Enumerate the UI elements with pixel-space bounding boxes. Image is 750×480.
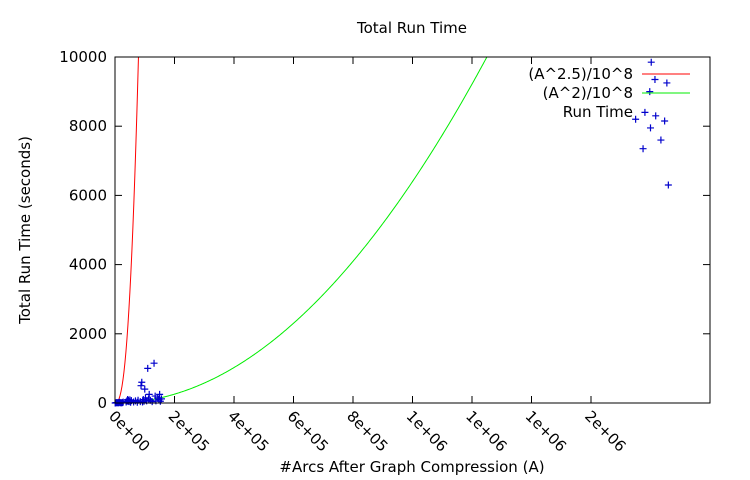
run-time-point-53 [651, 75, 659, 83]
run-time-point-26 [137, 382, 145, 390]
x-tick-label-4: 8e+05 [343, 407, 391, 455]
legend-label-2: Run Time [563, 103, 633, 121]
y-tick-label-4: 8000 [69, 117, 107, 135]
run-time-point-51 [647, 124, 654, 132]
y-tick-label-1: 2000 [69, 325, 107, 343]
run-time-point-54 [652, 112, 660, 120]
run-time-point-38 [148, 398, 156, 406]
run-time-point-56 [661, 117, 669, 125]
run-time-point-50 [646, 88, 654, 96]
x-tick-label-5: 1e+06 [403, 407, 451, 455]
run-time-point-48 [639, 145, 647, 153]
y-axis-ticks: 0 2000 4000 6000 8000 10000 [59, 48, 710, 412]
legend-label-1: (A^2)/10^8 [543, 84, 633, 102]
y-axis-label: Total Run Time (seconds) [16, 136, 34, 325]
x-tick-label-8: 2e+06 [581, 407, 629, 455]
run-time-point-27 [138, 378, 146, 386]
legend-label-0: (A^2.5)/10^8 [528, 65, 633, 83]
y-tick-label-0: 0 [97, 394, 107, 412]
run-time-point-34 [144, 364, 152, 372]
x-tick-label-7: 1e+06 [522, 407, 570, 455]
x-axis-ticks: 0e+00 2e+05 4e+05 6e+05 8e+05 1e+06 1e+06 1e+06… [105, 57, 630, 455]
run-time-point-39 [150, 359, 158, 367]
x-tick-label-3: 6e+05 [284, 407, 332, 455]
x-tick-label-0: 0e+00 [105, 407, 153, 455]
x-axis-label: #Arcs After Graph Compression (A) [279, 458, 544, 476]
run-time-point-49 [641, 108, 649, 116]
curve-0 [114, 56, 139, 404]
run-time-point-57 [663, 79, 671, 87]
run-time-point-31 [141, 385, 149, 393]
run-time-points [111, 58, 672, 407]
curve-1 [115, 56, 488, 404]
run-time-point-58 [664, 181, 672, 189]
x-tick-label-2: 4e+05 [224, 407, 272, 455]
run-time-point-47 [632, 115, 640, 123]
run-time-point-52 [647, 58, 655, 66]
chart-title: Total Run Time [356, 19, 467, 37]
x-tick-label-1: 2e+05 [165, 407, 213, 455]
run-time-point-32 [141, 394, 149, 402]
y-tick-label-5: 10000 [59, 48, 107, 66]
run-time-point-44 [156, 390, 164, 398]
y-tick-label-2: 4000 [69, 256, 107, 274]
x-tick-label-6: 1e+06 [462, 407, 510, 455]
run-time-point-36 [145, 390, 153, 398]
y-tick-label-3: 6000 [69, 186, 107, 204]
run-time-point-55 [657, 136, 665, 144]
function-curves [114, 56, 488, 404]
run-time-point-46 [157, 395, 165, 403]
